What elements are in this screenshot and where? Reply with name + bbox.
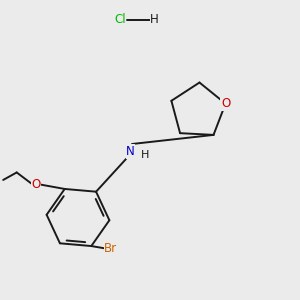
- Text: O: O: [32, 178, 41, 191]
- Text: O: O: [221, 97, 230, 110]
- Text: N: N: [126, 145, 135, 158]
- Text: Cl: Cl: [114, 13, 126, 26]
- Text: H: H: [141, 150, 149, 160]
- Text: H: H: [150, 13, 159, 26]
- Text: Br: Br: [104, 242, 117, 255]
